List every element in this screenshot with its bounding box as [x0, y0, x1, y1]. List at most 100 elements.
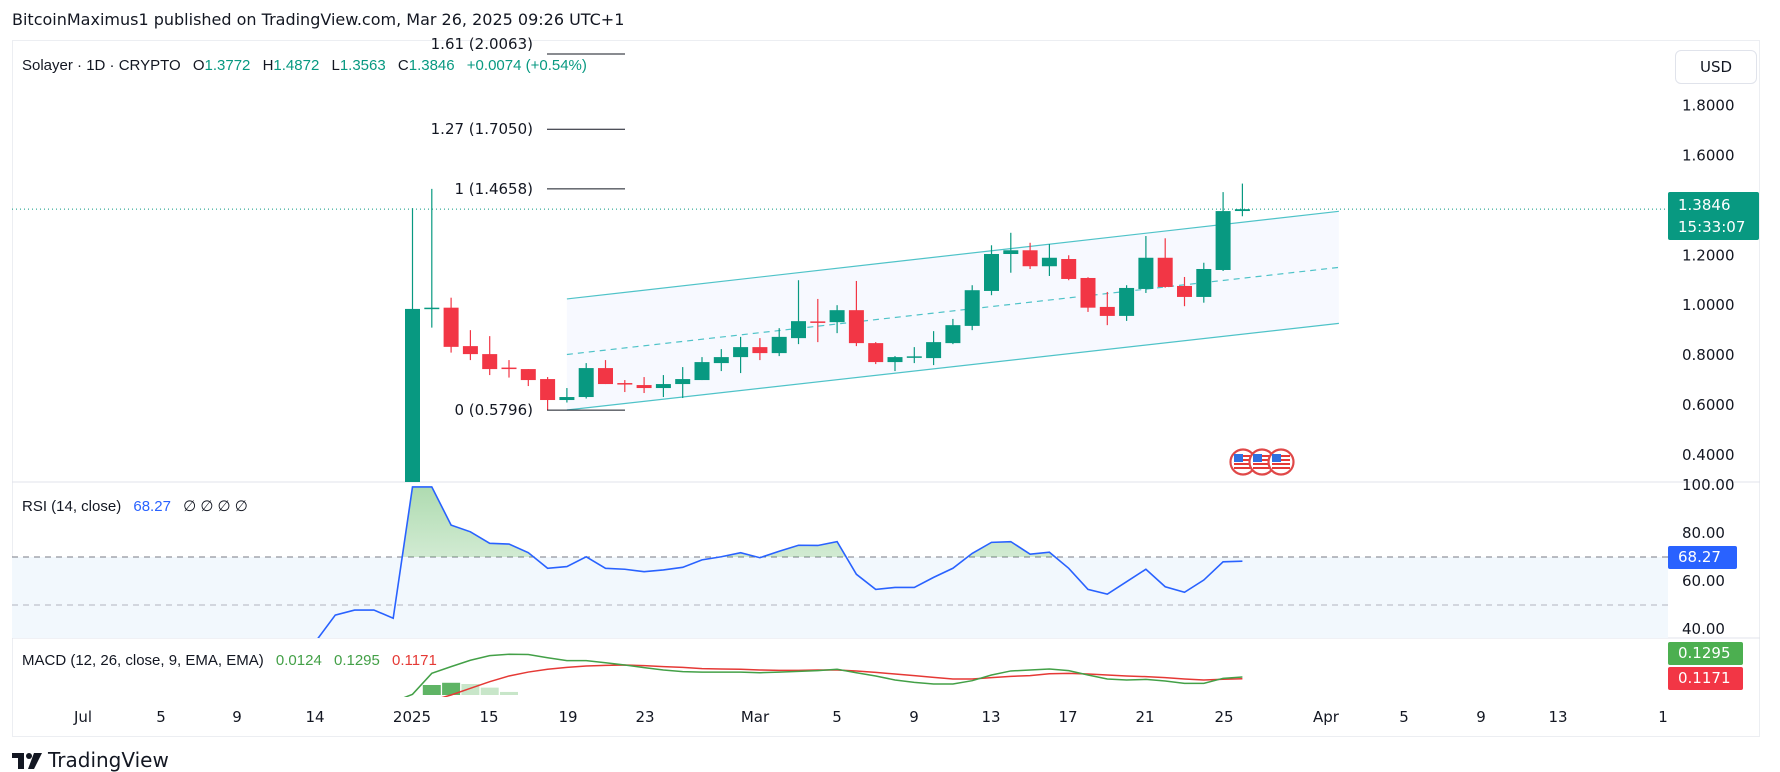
macd-series — [393, 654, 1242, 709]
time-tick-label: 5 — [1399, 708, 1409, 726]
flag-stripe — [1272, 467, 1290, 469]
rsi-value-tag: 68.27 — [1668, 546, 1737, 569]
time-tick-label: 23 — [635, 708, 654, 726]
candle[interactable] — [444, 298, 459, 353]
candle-body — [1138, 258, 1153, 289]
candle-body — [714, 357, 729, 363]
candle-body — [791, 321, 806, 338]
time-tick-label: 14 — [305, 708, 324, 726]
time-tick-label: 25 — [1214, 708, 1233, 726]
candle-body — [810, 321, 825, 323]
economic-events[interactable] — [1231, 450, 1294, 475]
candle-body — [617, 383, 632, 385]
candle[interactable] — [502, 360, 517, 377]
price-tick-label: 0.6000 — [1682, 396, 1735, 414]
symbol-title[interactable]: Solayer · 1D · CRYPTO — [22, 57, 181, 74]
rsi-title[interactable]: RSI (14, close) — [22, 498, 121, 515]
rsi-tick-label: 60.00 — [1682, 572, 1725, 590]
change-value: +0.0074 (+0.54%) — [467, 57, 587, 74]
candle-body — [1081, 278, 1096, 308]
candle-body — [579, 368, 594, 397]
macd-line-value: 0.1295 — [334, 652, 380, 669]
close-label: C — [398, 57, 409, 74]
close-value: 1.3846 — [409, 57, 455, 74]
us-flag-icon[interactable] — [1269, 450, 1294, 475]
candle-body — [540, 379, 555, 400]
candle[interactable] — [424, 189, 439, 328]
candle-body — [984, 254, 999, 291]
candle[interactable] — [1119, 285, 1134, 321]
macd-histogram-bar — [481, 688, 499, 695]
macd-hist-value: 0.0124 — [276, 652, 322, 669]
candle-body — [559, 397, 574, 400]
candle[interactable] — [463, 330, 478, 360]
time-tick-label: 9 — [909, 708, 919, 726]
last-price-tag: 1.3846 15:33:07 — [1668, 192, 1759, 240]
macd-histogram-bar — [423, 685, 441, 695]
candle[interactable] — [521, 369, 536, 386]
symbol-legend: Solayer · 1D · CRYPTO O1.3772 H1.4872 L1… — [22, 57, 595, 74]
candle[interactable] — [540, 377, 555, 410]
candle-body — [405, 309, 420, 492]
time-tick-label: Jul — [73, 708, 92, 726]
low-label: L — [331, 57, 339, 74]
candle-body — [830, 310, 845, 322]
fib-level-label: 0 (0.5796) — [454, 401, 533, 419]
candle[interactable] — [579, 363, 594, 398]
currency-button[interactable]: USD — [1675, 50, 1757, 84]
price-tick-label: 0.4000 — [1682, 446, 1735, 464]
candle-body — [907, 356, 922, 358]
time-tick-label: 15 — [479, 708, 498, 726]
high-value: 1.4872 — [273, 57, 319, 74]
bar-countdown: 15:33:07 — [1678, 216, 1759, 238]
candle-body — [482, 354, 497, 369]
candle-body — [695, 362, 710, 380]
tradingview-logo[interactable]: TradingView — [12, 748, 169, 772]
macd-signal-line — [393, 665, 1242, 709]
candle-body — [521, 369, 536, 380]
candle-body — [1196, 269, 1211, 297]
macd-title[interactable]: MACD (12, 26, close, 9, EMA, EMA) — [22, 652, 264, 669]
flag-canton — [1234, 454, 1243, 462]
rsi-pane — [12, 487, 1668, 641]
candle[interactable] — [482, 336, 497, 375]
candle-body — [945, 325, 960, 343]
price-pane — [12, 184, 1668, 505]
candle-body — [1023, 250, 1038, 266]
time-tick-label: 9 — [232, 708, 242, 726]
candle-body — [965, 290, 980, 326]
time-tick-label: 21 — [1135, 708, 1154, 726]
candle-body — [1042, 258, 1057, 266]
candle-body — [1158, 258, 1173, 287]
rsi-extra-values: ∅ ∅ ∅ ∅ — [183, 498, 248, 515]
time-tick-label: 9 — [1476, 708, 1486, 726]
time-tick-label: 2025 — [393, 708, 431, 726]
price-tick-label: 0.8000 — [1682, 346, 1735, 364]
flag-stripe — [1272, 463, 1290, 465]
candle[interactable] — [1061, 255, 1076, 280]
open-value: 1.3772 — [205, 57, 251, 74]
macd-histogram-bar — [500, 692, 518, 695]
price-tick-label: 1.2000 — [1682, 246, 1735, 264]
time-tick-label: 5 — [832, 708, 842, 726]
candle-body — [926, 342, 941, 358]
signal-value-tag: 0.1171 — [1668, 667, 1743, 690]
candle[interactable] — [868, 342, 883, 364]
time-tick-label: 17 — [1058, 708, 1077, 726]
candle-body — [888, 357, 903, 362]
candle-body — [675, 379, 690, 384]
macd-line — [393, 654, 1242, 702]
candle[interactable] — [1235, 184, 1250, 217]
candle[interactable] — [965, 285, 980, 330]
candle-body — [656, 384, 671, 388]
rsi-tick-label: 40.00 — [1682, 620, 1725, 638]
flag-canton — [1272, 454, 1281, 462]
candle[interactable] — [1081, 277, 1096, 312]
candle[interactable] — [1216, 192, 1231, 271]
time-tick-label: Apr — [1313, 708, 1340, 726]
macd-value-tag: 0.1295 — [1668, 642, 1743, 665]
rsi-legend: RSI (14, close) 68.27 ∅ ∅ ∅ ∅ — [22, 498, 256, 515]
candle[interactable] — [405, 208, 420, 505]
open-label: O — [193, 57, 205, 74]
